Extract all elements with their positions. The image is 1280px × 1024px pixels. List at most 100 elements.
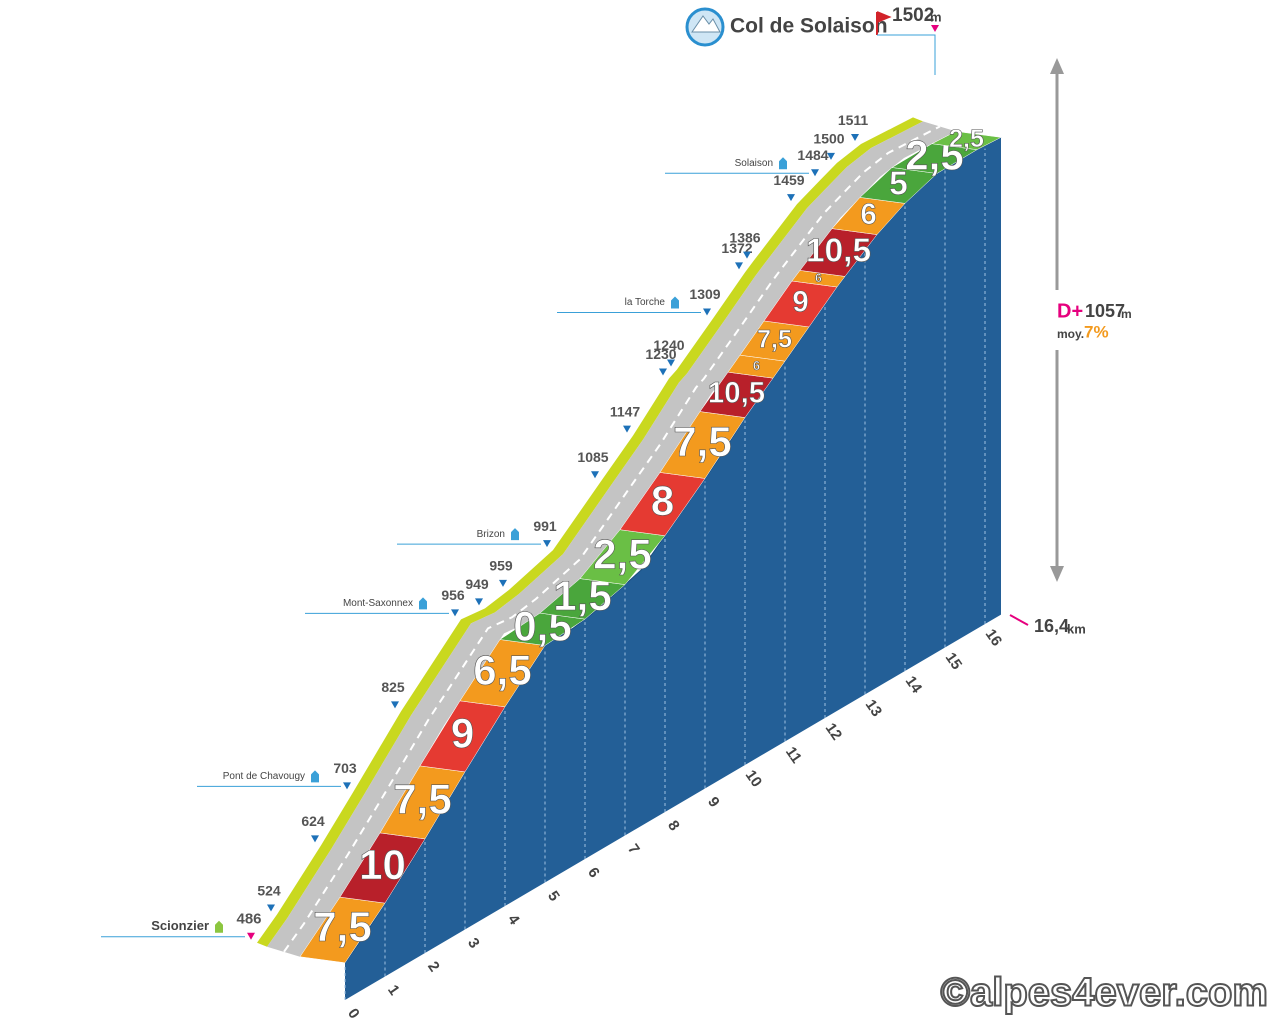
alt-marker bbox=[787, 194, 795, 202]
place-label: Scionzier bbox=[151, 918, 209, 933]
chart-title: Col de Solaison bbox=[730, 15, 888, 38]
alt-label: 825 bbox=[381, 679, 405, 695]
alt-label: 1459 bbox=[773, 172, 804, 188]
alt-label: 991 bbox=[533, 518, 557, 534]
alt-label: 959 bbox=[489, 558, 513, 574]
km-tick-label: 14 bbox=[902, 673, 926, 697]
alt-marker bbox=[543, 540, 551, 548]
place-label: Brizon bbox=[477, 529, 505, 540]
alt-marker bbox=[343, 782, 351, 790]
alt-label: 703 bbox=[333, 760, 357, 776]
grade-label: 10,5 bbox=[708, 377, 765, 410]
alt-label: 486 bbox=[236, 911, 261, 928]
header: Col de Solaison 1502 m bbox=[685, 5, 942, 75]
km-tick-label: 2 bbox=[424, 958, 443, 975]
summit-flag bbox=[876, 11, 892, 35]
km-tick-label: 16 bbox=[982, 626, 1005, 649]
place-icon bbox=[779, 157, 787, 170]
alt-marker bbox=[811, 169, 819, 177]
alt-label: 1511 bbox=[838, 112, 869, 128]
km-tick-label: 0 bbox=[344, 1005, 363, 1022]
km-tick-label: 12 bbox=[822, 720, 845, 743]
grade-label: 7,5 bbox=[757, 326, 792, 354]
grade-segment bbox=[931, 131, 1002, 150]
alt-marker bbox=[267, 904, 275, 912]
alt-label: 1147 bbox=[610, 403, 641, 419]
place-icon bbox=[311, 770, 319, 783]
place-icon bbox=[671, 296, 679, 309]
place-label: Mont-Saxonnex bbox=[343, 598, 413, 609]
alt-label: 1230 bbox=[645, 346, 676, 362]
place-label: Pont de Chavougy bbox=[223, 771, 305, 782]
profile: 0123456789101112131415167,5107,596,50,51… bbox=[101, 112, 1005, 1022]
grade-label: 9 bbox=[792, 286, 808, 319]
alt-marker bbox=[247, 932, 255, 940]
km-tick-label: 4 bbox=[504, 911, 523, 928]
km-tick-label: 10 bbox=[742, 767, 765, 790]
grade-label: 7,5 bbox=[393, 775, 451, 822]
road-surface bbox=[267, 121, 956, 957]
alt-marker bbox=[591, 471, 599, 479]
alt-label: 1309 bbox=[689, 286, 720, 302]
gain-unit: m bbox=[1121, 307, 1132, 321]
alt-label: 624 bbox=[301, 813, 325, 829]
grade-label: 5 bbox=[889, 165, 908, 202]
road-centerline bbox=[283, 125, 941, 953]
km-tick-label: 15 bbox=[942, 649, 965, 672]
distance-unit: km bbox=[1067, 621, 1086, 636]
gain-label: D+ bbox=[1057, 300, 1083, 322]
place-label: la Torche bbox=[625, 297, 666, 308]
km-tick-label: 3 bbox=[464, 935, 483, 952]
grade-label: 6 bbox=[753, 359, 760, 373]
alt-label: 1500 bbox=[813, 131, 844, 147]
alt-label: 1240 bbox=[653, 337, 684, 353]
place-icon bbox=[215, 920, 223, 933]
grade-label: 7,5 bbox=[673, 418, 731, 465]
grade-label: 6,5 bbox=[473, 646, 531, 693]
grade-label: 6 bbox=[860, 198, 876, 231]
km-tick-label: 11 bbox=[782, 744, 805, 767]
alt-marker bbox=[735, 262, 743, 270]
alt-marker bbox=[827, 152, 835, 160]
summit-unit: m bbox=[930, 9, 942, 24]
alt-marker bbox=[623, 425, 631, 433]
alt-marker bbox=[391, 701, 399, 709]
summit-altitude: 1502 bbox=[892, 5, 934, 26]
km-tick-label: 9 bbox=[704, 794, 723, 811]
alt-marker bbox=[851, 134, 859, 142]
alt-marker bbox=[311, 835, 319, 843]
profile-wall bbox=[345, 137, 1001, 1000]
summit-marker bbox=[931, 25, 939, 32]
alt-label: 524 bbox=[257, 882, 281, 898]
alt-label: 949 bbox=[465, 576, 489, 592]
alt-marker bbox=[499, 579, 507, 587]
alt-label: 1085 bbox=[577, 449, 608, 465]
km-tick-label: 7 bbox=[624, 841, 643, 858]
grade-label: 2,5 bbox=[949, 125, 984, 153]
alt-marker bbox=[743, 251, 751, 259]
summit-leader bbox=[877, 34, 936, 75]
col-icon-mountain bbox=[691, 15, 721, 33]
km-tick-label: 6 bbox=[584, 864, 603, 881]
grade-label: 8 bbox=[651, 477, 674, 524]
avg-label: moy. bbox=[1057, 327, 1084, 341]
alt-marker bbox=[667, 359, 675, 367]
alt-marker bbox=[703, 308, 711, 316]
gain-block: D+ 1057 m moy. 7% bbox=[1050, 58, 1140, 582]
grade-label: 6 bbox=[815, 271, 822, 285]
alt-marker bbox=[475, 598, 483, 606]
alt-marker bbox=[451, 609, 459, 617]
alt-marker bbox=[659, 368, 667, 376]
grade-label: 10 bbox=[359, 841, 406, 888]
grade-label: 9 bbox=[451, 709, 474, 756]
place-label: Solaison bbox=[735, 158, 773, 169]
alt-label: 956 bbox=[441, 587, 465, 603]
alt-label: 1386 bbox=[729, 229, 760, 245]
grade-label: 10,5 bbox=[806, 232, 871, 269]
grade-label: 2,5 bbox=[593, 530, 651, 577]
gain-value: 1057 bbox=[1085, 301, 1125, 321]
distance-value: 16,4 bbox=[1034, 616, 1069, 636]
km-tick-label: 13 bbox=[862, 696, 885, 719]
place-icon bbox=[419, 597, 427, 610]
